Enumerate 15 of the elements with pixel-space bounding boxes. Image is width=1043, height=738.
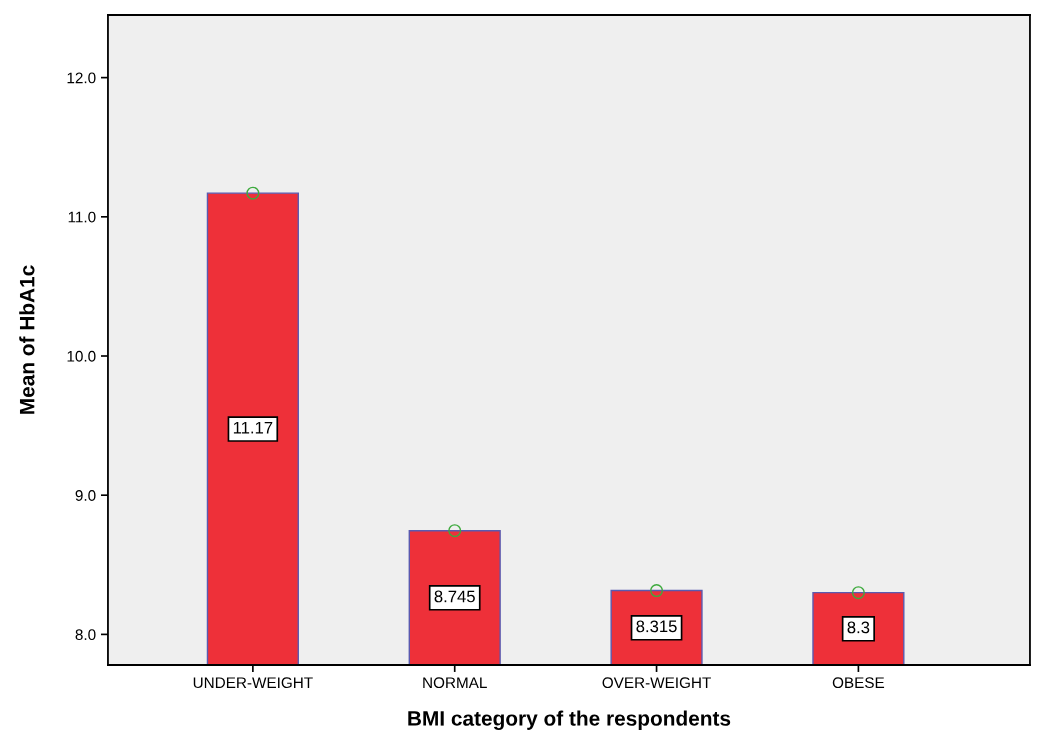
y-tick-label: 8.0 — [75, 629, 96, 641]
data-label: 8.3 — [847, 621, 870, 634]
x-tick-label: NORMAL — [423, 677, 487, 689]
y-tick-label: 12.0 — [67, 72, 96, 84]
x-tick-label: UNDER-WEIGHT — [193, 677, 313, 689]
y-tick-label: 11.0 — [68, 211, 96, 223]
data-label: 11.17 — [233, 421, 273, 434]
y-tick-label: 9.0 — [75, 490, 96, 501]
x-tick-label: OBESE — [832, 677, 885, 689]
data-label: 8.745 — [434, 590, 475, 603]
x-tick-label: OVER-WEIGHT — [602, 677, 711, 689]
y-axis-title: Mean of HbA1c — [19, 265, 35, 414]
x-axis-title: BMI category of the respondents — [408, 710, 731, 731]
y-tick-label: 10.0 — [67, 350, 96, 362]
data-label: 8.315 — [636, 620, 677, 633]
